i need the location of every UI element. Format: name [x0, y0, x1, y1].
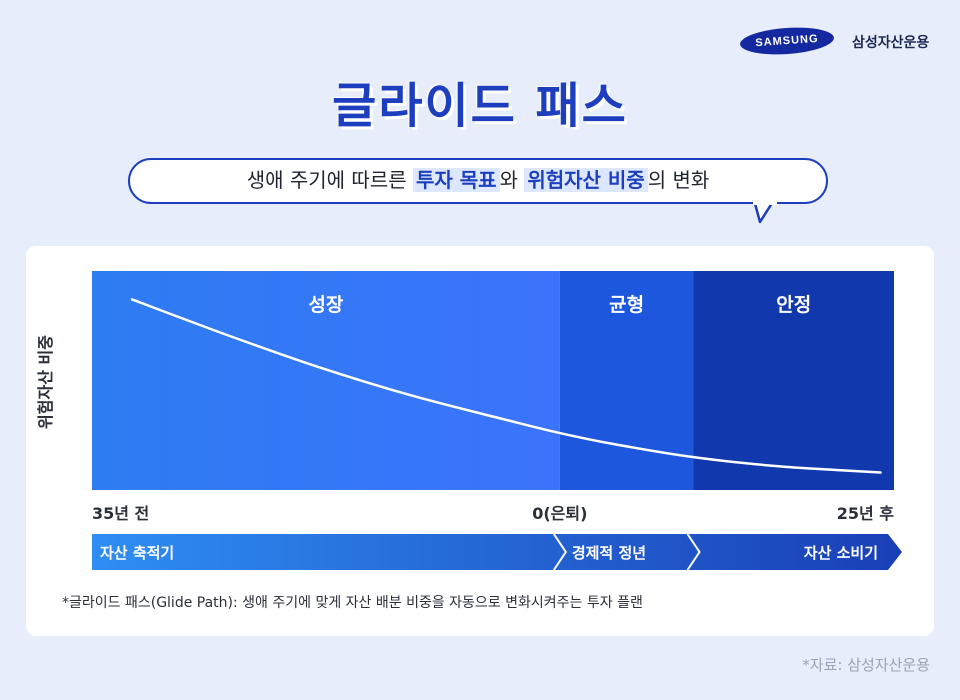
glide-path-curve [130, 298, 882, 474]
stage-divider-1 [553, 533, 568, 571]
phase-band-1 [92, 271, 560, 490]
subtitle-part-2: 와 [499, 168, 525, 192]
phase-label-3: 안정 [776, 294, 812, 316]
phase-label-2: 균형 [609, 294, 645, 316]
subtitle-part-1: 생애 주기에 따르른 [246, 168, 413, 192]
subtitle-highlight-goal: 투자 목표 [413, 168, 500, 192]
stage-arrow-band [92, 534, 902, 570]
company-name: 삼성자산운용 [852, 35, 930, 51]
subtitle-highlight-risk: 위험자산 비중 [524, 168, 648, 192]
subtitle-part-3: 의 변화 [647, 168, 710, 192]
x-tick-label-3: 25년 후 [836, 504, 894, 523]
stage-label-3: 자산 소비기 [803, 544, 878, 562]
stage-label-2: 경제적 정년 [571, 544, 647, 562]
stage-label-1: 자산 축적기 [100, 544, 175, 562]
x-tick-label-1: 35년 전 [92, 504, 150, 523]
phase-band-3 [693, 271, 894, 490]
footnote: *글라이드 패스(Glide Path): 생애 주기에 맞게 자산 배분 비중… [62, 595, 643, 611]
phase-label-1: 성장 [308, 294, 344, 316]
bubble-tail [752, 200, 777, 224]
page-title: 글라이드 패스 [332, 78, 628, 134]
y-axis-label-text: 위험자산 비중 [36, 335, 55, 429]
stage-divider-2 [686, 533, 701, 571]
x-tick-label-2: 0(은퇴) [532, 504, 588, 523]
source-note: *자료: 삼성자산운용 [802, 656, 930, 674]
subtitle-bubble: 생애 주기에 따르른 투자 목표 와 위험자산 비중 의 변화 [128, 158, 828, 204]
brand: SAMSUNG 삼성자산운용 [739, 24, 940, 58]
